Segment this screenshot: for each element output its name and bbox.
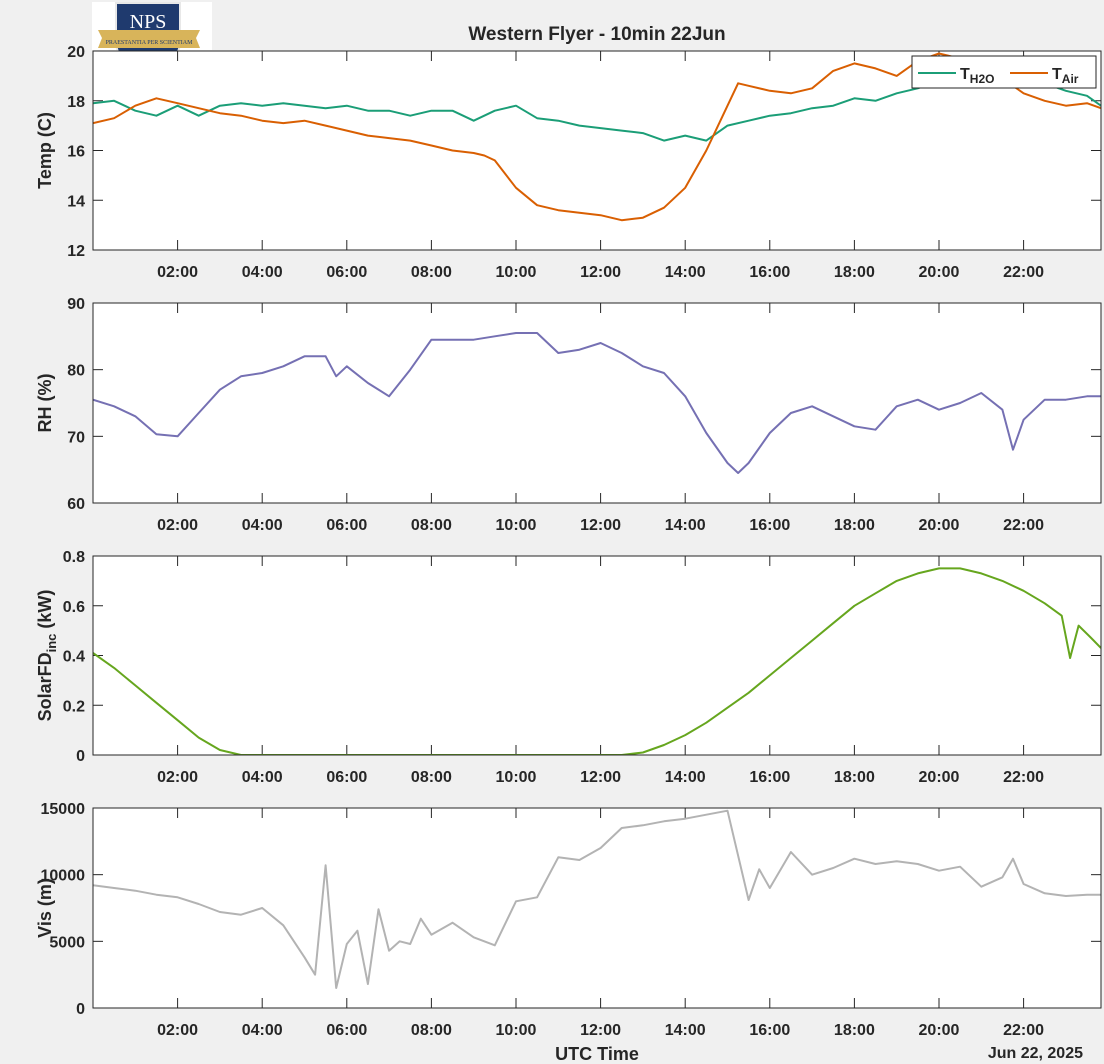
y-tick-label: 90: [67, 296, 85, 313]
y-tick-label: 18: [67, 94, 85, 111]
y-tick-label: 0.6: [63, 599, 85, 616]
series-line-vis: [93, 809, 1101, 989]
plot-area: [93, 808, 1101, 1008]
y-tick-label: 0.2: [63, 698, 85, 715]
y-axis-label: SolarFDinc (kW): [35, 590, 59, 722]
y-tick-label: 14: [67, 193, 85, 210]
x-tick-label: 12:00: [580, 517, 621, 534]
y-tick-label: 0: [76, 748, 85, 765]
y-tick-label: 5000: [49, 934, 85, 951]
x-tick-label: 02:00: [157, 769, 198, 786]
logo-banner-icon: [98, 30, 200, 48]
y-tick-label: 80: [67, 363, 85, 380]
x-tick-label: 10:00: [496, 769, 537, 786]
x-tick-label: 02:00: [157, 1022, 198, 1039]
x-tick-label: 20:00: [919, 517, 960, 534]
x-tick-label: 14:00: [665, 264, 706, 281]
axes-frame: [92, 807, 1102, 1009]
x-tick-label: 16:00: [749, 264, 790, 281]
x-tick-label: 18:00: [834, 769, 875, 786]
x-tick-label: 20:00: [919, 769, 960, 786]
x-tick-label: 22:00: [1003, 264, 1044, 281]
y-tick-label: 16: [67, 144, 85, 161]
y-axis-label: Temp (C): [35, 112, 55, 189]
x-tick-label: 20:00: [919, 264, 960, 281]
y-tick-label: 0.8: [63, 549, 85, 566]
y-axis-label: RH (%): [35, 374, 55, 433]
x-tick-label: 04:00: [242, 1022, 283, 1039]
x-tick-label: 10:00: [496, 1022, 537, 1039]
logo-motto: PRAESTANTIA PER SCIENTIAM: [106, 40, 194, 46]
panels: 12 14 16 18 20 02:00 04:00 06:00 08:00 10:00 12:00…: [35, 44, 1102, 1039]
x-tick-label: 10:00: [496, 517, 537, 534]
x-tick-label: 16:00: [749, 769, 790, 786]
x-tick-label: 04:00: [242, 769, 283, 786]
plot-area: [93, 303, 1101, 503]
y-axis-label: Vis (m): [35, 878, 55, 938]
y-tick-label: 70: [67, 429, 85, 446]
axes-frame: [92, 555, 1102, 756]
x-tick-label: 22:00: [1003, 769, 1044, 786]
x-tick-label: 02:00: [157, 264, 198, 281]
axes-frame: [92, 50, 1102, 251]
x-tick-label: 14:00: [665, 1022, 706, 1039]
x-tick-label: 08:00: [411, 1022, 452, 1039]
y-tick-label: 0: [76, 1001, 85, 1018]
y-tick-label: 20: [67, 44, 85, 61]
legend-label-th2o: TH2O: [960, 66, 994, 86]
x-tick-label: 04:00: [242, 264, 283, 281]
x-tick-label: 10:00: [496, 264, 537, 281]
plot-area: [93, 556, 1101, 755]
x-tick-label: 18:00: [834, 1022, 875, 1039]
y-tick-label: 12: [67, 243, 85, 260]
x-tick-label: 08:00: [411, 517, 452, 534]
x-tick-label: 20:00: [919, 1022, 960, 1039]
x-tick-label: 06:00: [326, 769, 367, 786]
x-tick-label: 16:00: [749, 1022, 790, 1039]
x-tick-label: 08:00: [411, 264, 452, 281]
panel-1: 12 14 16 18 20 02:00 04:00 06:00 08:00 10:00 12:00…: [35, 44, 1102, 281]
y-tick-label: 60: [67, 496, 85, 513]
legend: TH2O TAir: [911, 55, 1097, 89]
panel-2: 60 70 80 90 02:00 04:00 06:00 08:00 10:00 12:00 14…: [35, 296, 1102, 534]
x-tick-label: 22:00: [1003, 1022, 1044, 1039]
y-tick-label: 10000: [41, 868, 86, 885]
series-line-rh: [93, 332, 1101, 474]
x-tick-label: 22:00: [1003, 517, 1044, 534]
chart-title: Western Flyer - 10min 22Jun: [468, 24, 725, 45]
x-tick-label: 14:00: [665, 517, 706, 534]
x-tick-label: 18:00: [834, 517, 875, 534]
x-tick-label: 04:00: [242, 517, 283, 534]
panel-4: 0 5000 10000 15000 02:00 04:00 06:00 08:00 10:00…: [35, 801, 1102, 1039]
x-tick-label: 12:00: [580, 264, 621, 281]
x-tick-label: 12:00: [580, 1022, 621, 1039]
x-tick-label: 14:00: [665, 769, 706, 786]
x-tick-label: 16:00: [749, 517, 790, 534]
legend-label-tair: TAir: [1052, 66, 1079, 86]
x-tick-label: 08:00: [411, 769, 452, 786]
x-tick-label: 18:00: [834, 264, 875, 281]
y-tick-label: 15000: [41, 801, 86, 818]
date-label: Jun 22, 2025: [988, 1045, 1083, 1062]
logo-text: NPS: [130, 11, 167, 33]
y-tick-label: 0.4: [63, 649, 85, 666]
series-line-solar: [93, 567, 1101, 755]
x-tick-label: 06:00: [326, 1022, 367, 1039]
x-tick-label: 06:00: [326, 264, 367, 281]
x-tick-label: 06:00: [326, 517, 367, 534]
x-tick-label: 12:00: [580, 769, 621, 786]
x-axis-label: UTC Time: [555, 1044, 639, 1064]
x-tick-label: 02:00: [157, 517, 198, 534]
panel-3: 0 0.2 0.4 0.6 0.8 02:00 04:00 06:00 08:00 10:00 12…: [35, 549, 1102, 786]
nps-logo: NPS PRAESTANTIA PER SCIENTIAM: [92, 2, 212, 78]
axes-frame: [92, 302, 1102, 504]
